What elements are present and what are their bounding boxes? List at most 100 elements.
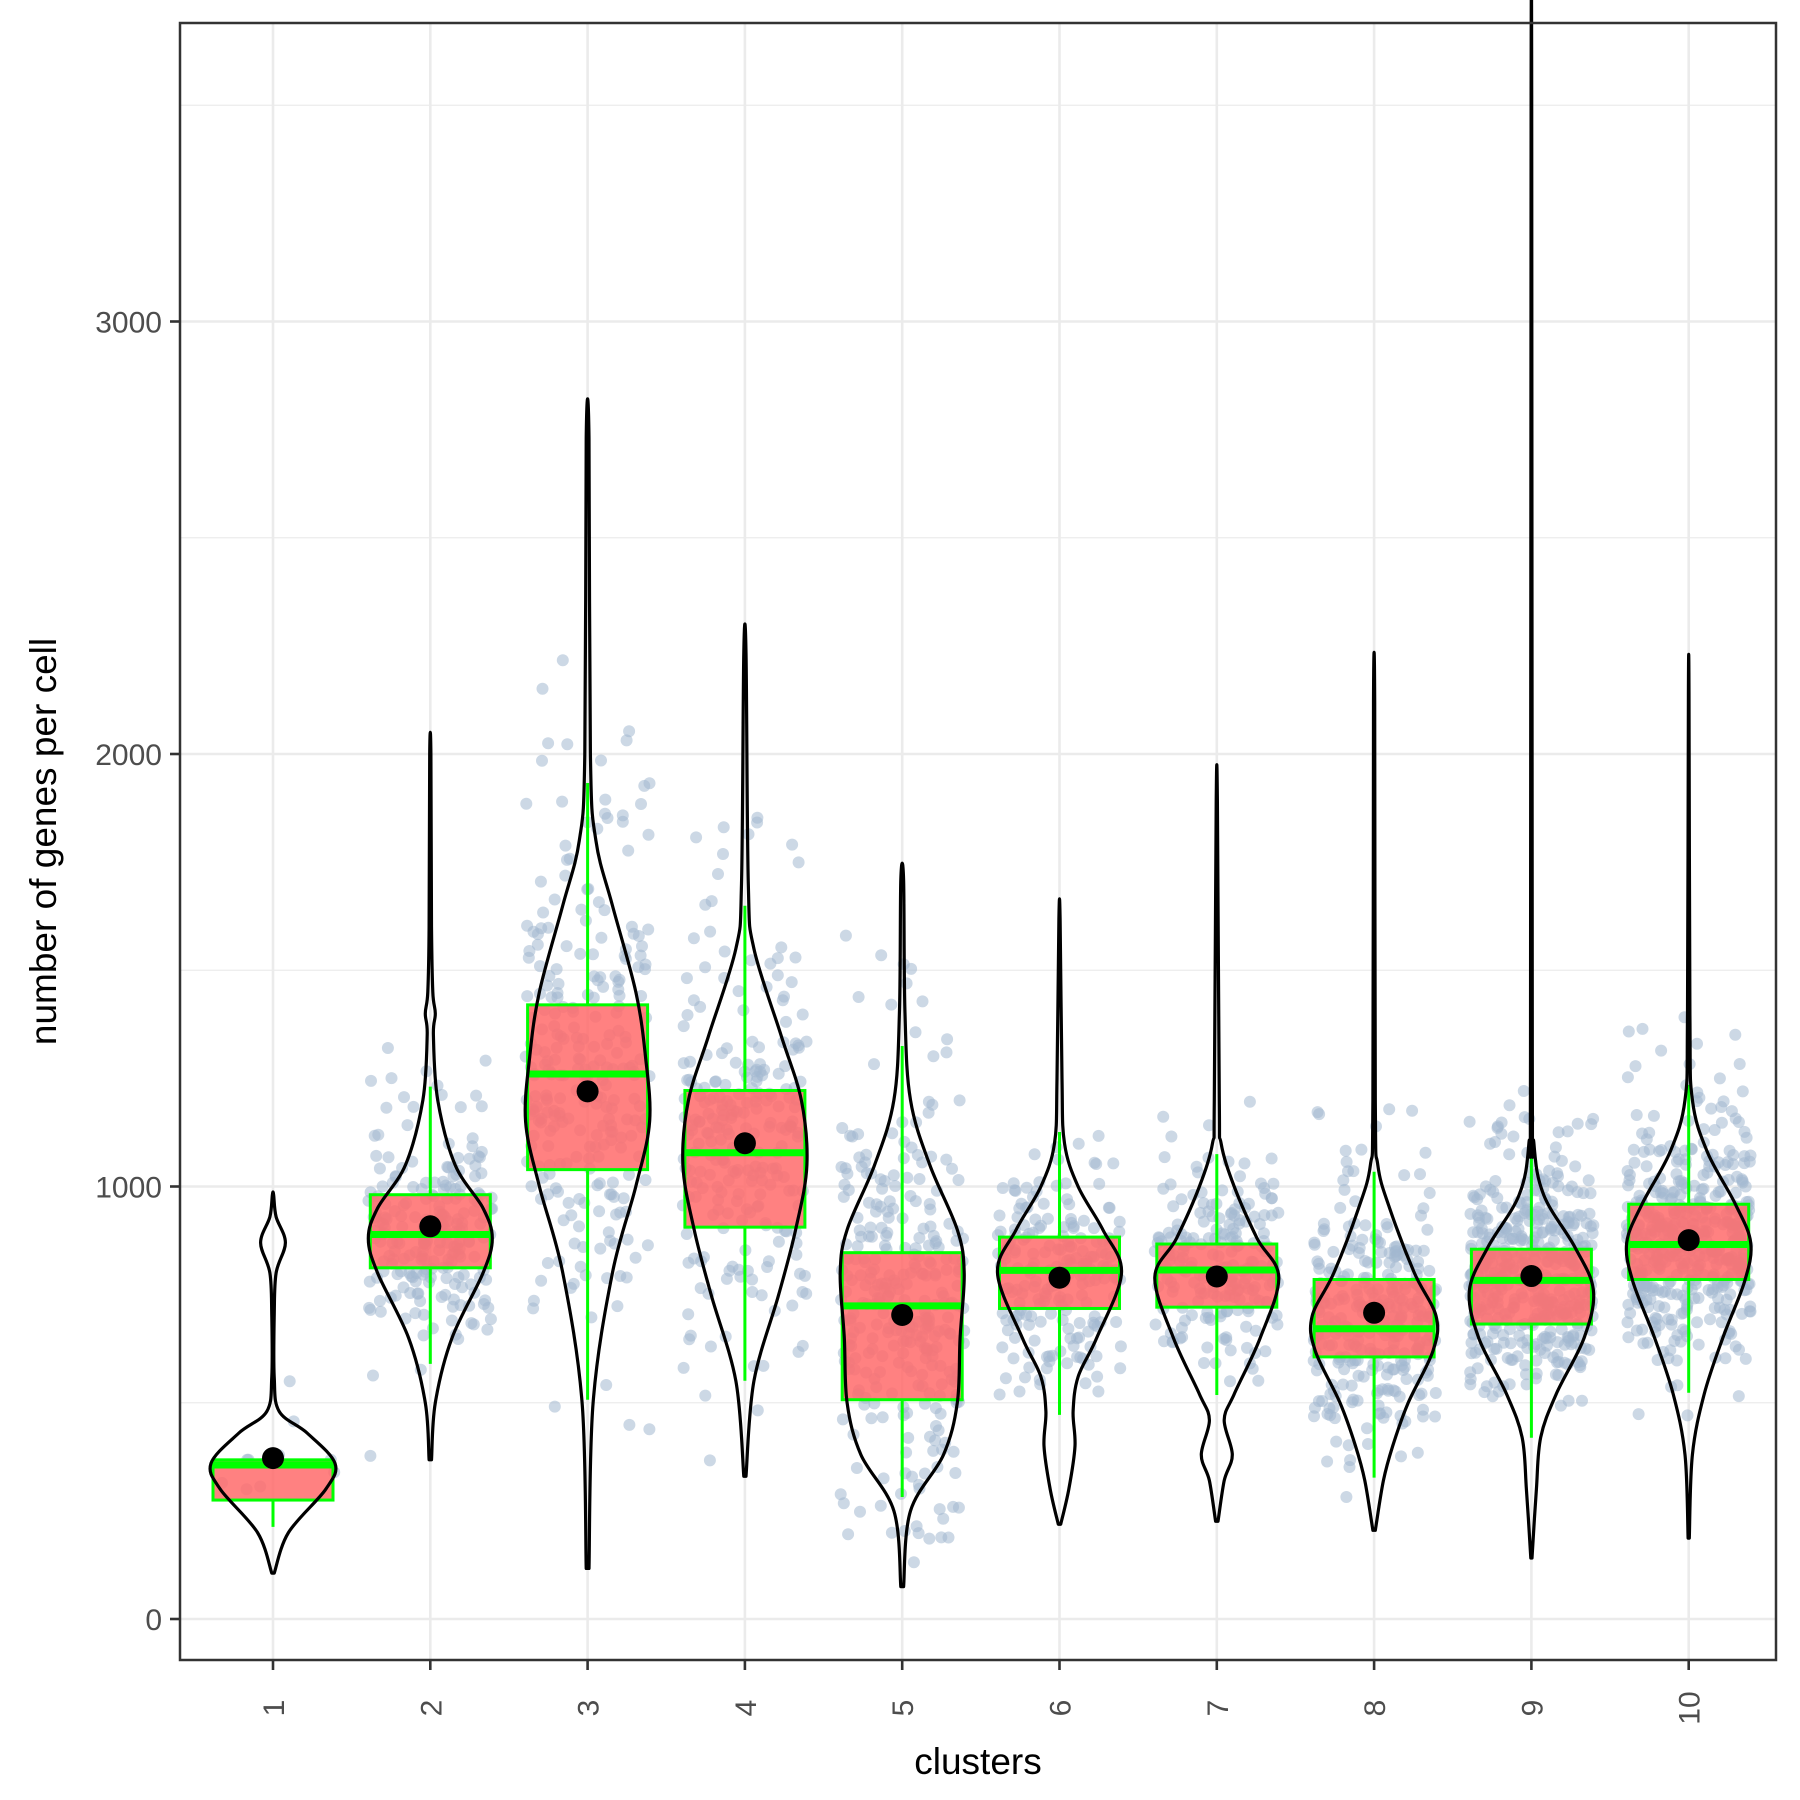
data-point (1629, 1060, 1642, 1073)
data-point (1740, 1131, 1753, 1144)
data-point (574, 947, 587, 960)
data-point (680, 1228, 693, 1240)
data-point (887, 1169, 900, 1182)
data-point (946, 1162, 958, 1175)
data-point (772, 1235, 785, 1248)
data-point (534, 960, 546, 973)
data-point (609, 970, 622, 983)
data-point (1582, 1174, 1595, 1187)
x-tick-label: 1 (258, 1700, 291, 1717)
data-point (521, 990, 534, 1003)
data-point (1423, 1187, 1436, 1199)
data-point (409, 1307, 422, 1320)
data-point (1270, 1309, 1283, 1322)
data-point (622, 844, 635, 857)
data-point (1412, 1255, 1425, 1268)
data-point (599, 807, 611, 820)
data-point (1265, 1192, 1278, 1205)
x-axis: 1 2 3 4 5 6 7 8 9 10 (258, 1660, 1707, 1725)
data-point (1530, 1367, 1543, 1380)
data-point (1417, 1410, 1429, 1423)
data-point (703, 1454, 716, 1467)
data-point (1417, 1244, 1430, 1257)
data-point (401, 1119, 414, 1132)
data-point (792, 1041, 805, 1054)
data-point (365, 1074, 377, 1087)
y-tick-label: 2000 (95, 739, 162, 772)
data-point (372, 1128, 385, 1141)
data-point (1467, 1226, 1480, 1239)
data-point (1662, 1352, 1675, 1365)
data-point (709, 1075, 722, 1088)
data-point (1343, 1461, 1356, 1473)
data-point (535, 1274, 548, 1287)
data-point (1647, 1109, 1660, 1122)
data-point (1362, 1256, 1375, 1269)
data-point (1334, 1201, 1347, 1214)
data-point (1583, 1343, 1596, 1356)
data-point (525, 1180, 538, 1193)
data-point (1421, 1223, 1434, 1236)
data-point (616, 809, 629, 822)
data-point (1330, 1435, 1343, 1448)
data-point (1045, 1307, 1057, 1320)
data-point (953, 1094, 966, 1107)
data-point (1197, 1215, 1210, 1228)
x-axis-title: clusters (914, 1741, 1041, 1782)
data-point (1423, 1264, 1436, 1277)
data-point (1114, 1340, 1127, 1353)
data-point (887, 1202, 900, 1215)
data-point (1201, 1306, 1214, 1319)
mean-marker (1048, 1266, 1071, 1289)
data-point (1257, 1227, 1270, 1240)
data-point (1310, 1364, 1323, 1377)
data-point (417, 1329, 430, 1342)
data-point (1359, 1219, 1372, 1232)
data-point (1697, 1182, 1710, 1195)
data-point (465, 1317, 478, 1330)
x-tick-label: 2 (415, 1700, 448, 1717)
data-point (1327, 1401, 1340, 1414)
data-point (1739, 1180, 1752, 1193)
data-point (751, 816, 764, 829)
mean-marker (1363, 1301, 1386, 1324)
data-point (1704, 1313, 1716, 1326)
mean-marker (576, 1080, 599, 1103)
data-point (1561, 1125, 1574, 1138)
data-point (1064, 1213, 1077, 1225)
data-point (881, 1226, 894, 1239)
data-point (1621, 1316, 1634, 1329)
data-point (885, 1526, 898, 1539)
data-point (466, 1140, 479, 1153)
data-point (1265, 1152, 1278, 1165)
data-point (732, 985, 745, 998)
data-point (1063, 1198, 1076, 1211)
data-point (1398, 1169, 1411, 1182)
data-point (1636, 1323, 1649, 1336)
data-point (836, 1413, 849, 1426)
data-point (1341, 1268, 1354, 1281)
data-point (367, 1369, 379, 1382)
data-point (617, 1192, 630, 1205)
data-point (836, 1122, 849, 1134)
data-point (1622, 1025, 1635, 1038)
data-point (479, 1294, 492, 1307)
data-point (1719, 1352, 1732, 1365)
data-point (575, 903, 588, 916)
data-point (1340, 1155, 1353, 1168)
data-point (755, 1289, 768, 1302)
data-point (1497, 1336, 1510, 1349)
data-point (1707, 1283, 1720, 1295)
data-point (1091, 1370, 1104, 1383)
data-point (682, 1308, 695, 1321)
data-point (1393, 1390, 1406, 1403)
data-point (1627, 1143, 1640, 1156)
data-point (1518, 1111, 1531, 1124)
data-point (1107, 1157, 1120, 1170)
data-point (923, 1532, 936, 1545)
data-point (1041, 1212, 1054, 1225)
data-point (704, 1340, 717, 1353)
data-point (611, 1300, 624, 1313)
data-point (1517, 1085, 1530, 1097)
data-point (364, 1303, 377, 1316)
